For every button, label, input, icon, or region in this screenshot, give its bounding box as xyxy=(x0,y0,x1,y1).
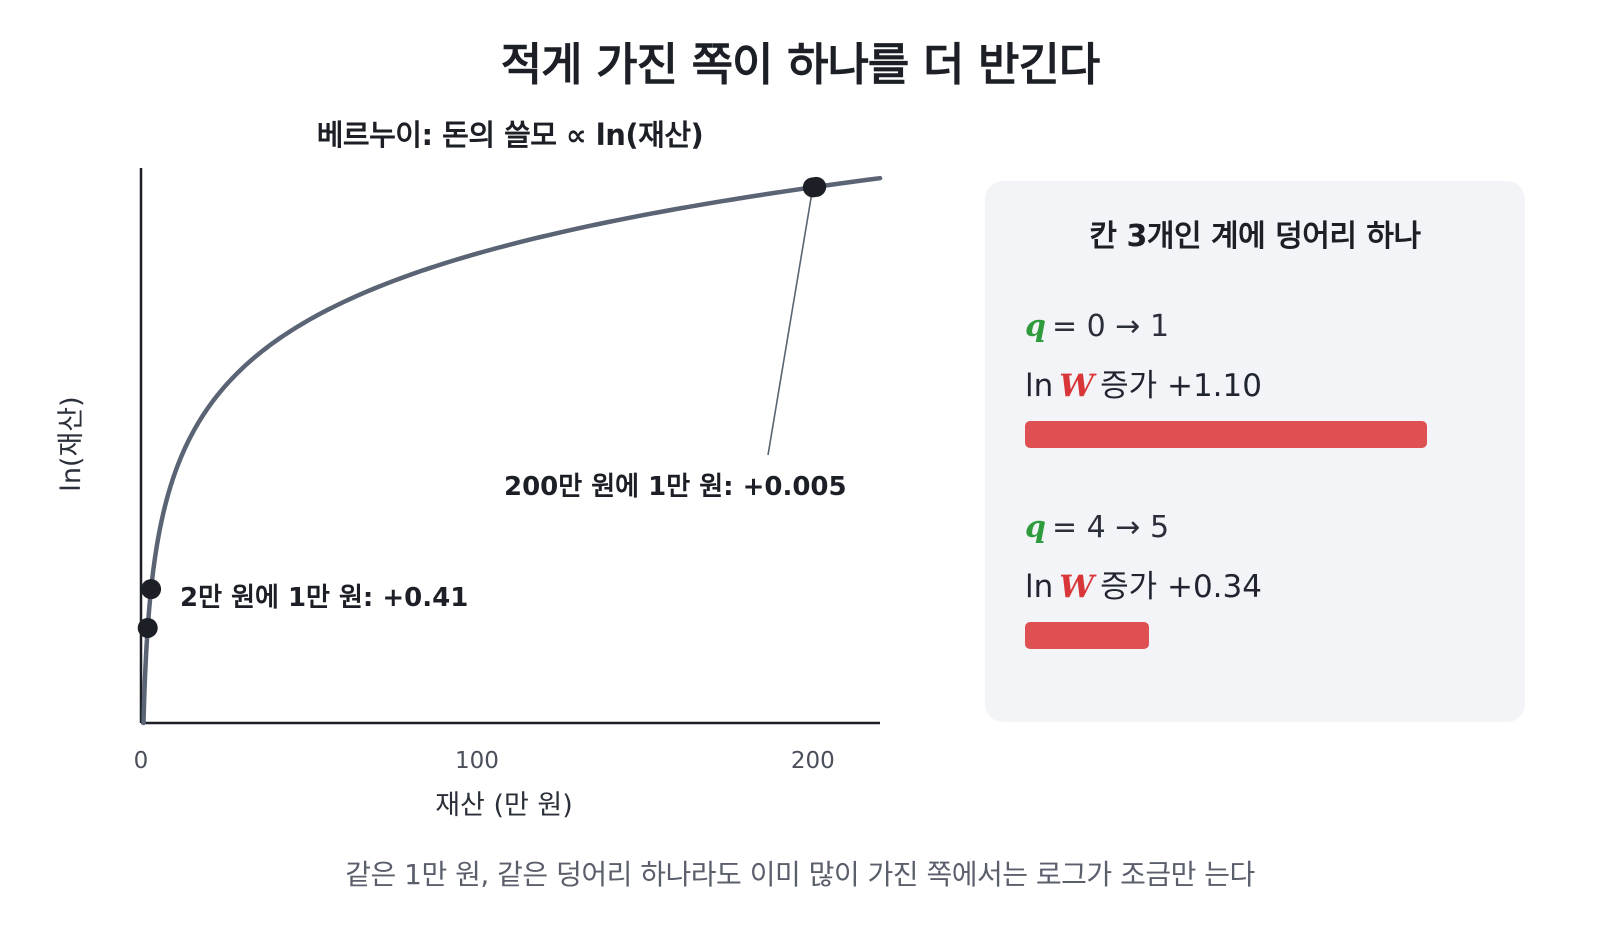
comparison-panel: 칸 3개인 계에 덩어리 하나 q = 0 → 1 ln W 증가 +1.10 q = … xyxy=(985,181,1525,722)
x-tick-label: 100 xyxy=(455,748,499,774)
y-axis-label: ln(재산) xyxy=(56,396,87,491)
q-change-text: = 4 → 5 xyxy=(1051,510,1170,545)
page-title: 적게 가진 쪽이 하나를 더 반긴다 xyxy=(500,38,1101,91)
annotation-leader-line xyxy=(767,187,814,456)
log-utility-chart: 0 100 200 2만 원에 1만 원: +0.41 200만 원에 1만 원: +… xyxy=(56,168,883,821)
w-variable: W xyxy=(1059,368,1095,404)
ln-increase-text: 증가 +0.34 xyxy=(1100,569,1262,605)
annotation-label: 200만 원에 1만 원: +0.005 xyxy=(504,472,847,502)
data-point xyxy=(806,176,827,197)
ln-increase-row-2: ln W 증가 +0.34 xyxy=(1025,561,1262,606)
chart-axes: 0 100 200 xyxy=(134,168,880,774)
panel-title: 칸 3개인 계에 덩어리 하나 xyxy=(1089,219,1421,254)
x-tick-label: 200 xyxy=(791,748,835,774)
ln-prefix: ln xyxy=(1025,368,1054,404)
quantum-change-row-2: q = 4 → 5 xyxy=(1025,510,1169,545)
increase-bar-2 xyxy=(1025,622,1150,649)
q-variable: q xyxy=(1025,309,1046,344)
increase-bar-1 xyxy=(1025,421,1427,448)
x-axis-label: 재산 (만 원) xyxy=(435,790,573,821)
data-point xyxy=(141,579,162,600)
chart-title: 베르누이: 돈의 쓸모 ∝ ln(재산) xyxy=(316,118,704,152)
w-variable: W xyxy=(1059,569,1095,605)
ln-increase-text: 증가 +1.10 xyxy=(1100,368,1262,404)
q-variable: q xyxy=(1025,510,1046,545)
ln-increase-row-1: ln W 증가 +1.10 xyxy=(1025,360,1262,405)
ln-prefix: ln xyxy=(1025,569,1054,605)
footer-caption: 같은 1만 원, 같은 덩어리 하나라도 이미 많이 가진 쪽에서는 로그가 조… xyxy=(345,858,1255,891)
data-point xyxy=(137,617,158,638)
x-tick-label: 0 xyxy=(134,748,149,774)
quantum-change-row-1: q = 0 → 1 xyxy=(1025,309,1169,344)
annotation-label: 2만 원에 1만 원: +0.41 xyxy=(180,583,468,613)
q-change-text: = 0 → 1 xyxy=(1051,309,1170,344)
chart-marks: 2만 원에 1만 원: +0.41 200만 원에 1만 원: +0.005 xyxy=(137,176,847,638)
